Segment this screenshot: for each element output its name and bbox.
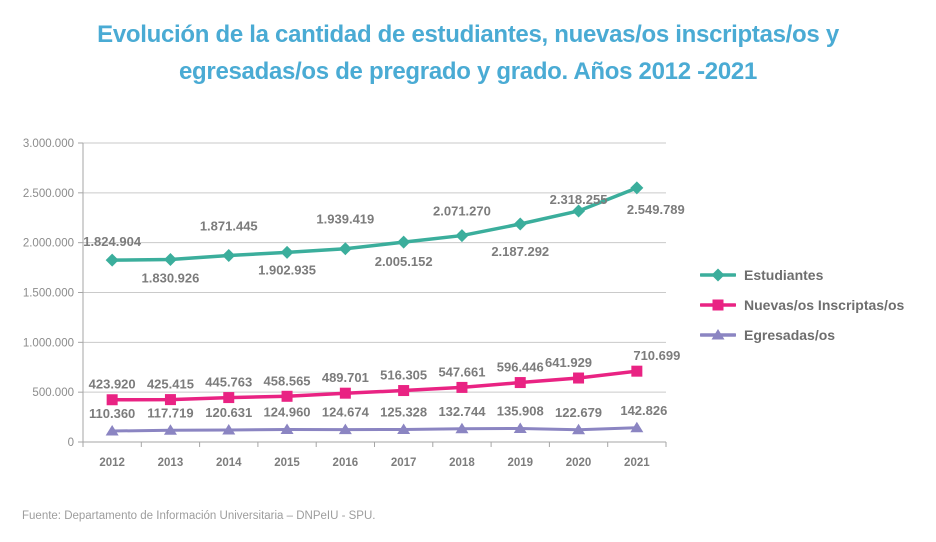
chart-title-line2: egresadas/os de pregrado y grado. Años 2… bbox=[179, 58, 757, 85]
svg-text:500.000: 500.000 bbox=[32, 387, 74, 399]
svg-text:125.328: 125.328 bbox=[380, 405, 427, 420]
svg-text:110.360: 110.360 bbox=[89, 406, 135, 421]
legend-item-nuevas-inscriptas: Nuevas/os Inscriptas/os bbox=[700, 296, 904, 314]
svg-text:458.565: 458.565 bbox=[264, 373, 311, 388]
estudiantes-diamond-marker-icon bbox=[700, 268, 736, 282]
svg-text:2.187.292: 2.187.292 bbox=[491, 244, 549, 259]
svg-text:710.699: 710.699 bbox=[633, 348, 680, 363]
legend-label-egresadas: Egresadas/os bbox=[744, 327, 836, 343]
svg-text:117.719: 117.719 bbox=[147, 405, 193, 420]
svg-text:0: 0 bbox=[68, 437, 74, 449]
svg-text:2.005.152: 2.005.152 bbox=[375, 254, 433, 269]
legend-label-nuevas-inscriptas: Nuevas/os Inscriptas/os bbox=[744, 297, 905, 313]
svg-text:3.000.000: 3.000.000 bbox=[23, 138, 74, 150]
legend-item-estudiantes: Estudiantes bbox=[700, 266, 904, 284]
svg-text:135.908: 135.908 bbox=[497, 403, 544, 418]
svg-text:2.071.270: 2.071.270 bbox=[433, 204, 491, 219]
svg-text:445.763: 445.763 bbox=[205, 375, 252, 390]
svg-text:1.824.904: 1.824.904 bbox=[83, 234, 142, 249]
svg-text:2020: 2020 bbox=[566, 457, 592, 469]
svg-text:122.679: 122.679 bbox=[555, 405, 602, 420]
egresadas-triangle-marker-icon bbox=[700, 329, 736, 340]
chart-title: Evolución de la cantidad de estudiantes,… bbox=[40, 16, 896, 90]
svg-text:423.920: 423.920 bbox=[89, 377, 136, 392]
svg-text:489.701: 489.701 bbox=[322, 370, 369, 385]
svg-text:2014: 2014 bbox=[216, 457, 242, 469]
svg-text:2019: 2019 bbox=[507, 457, 533, 469]
svg-text:1.830.926: 1.830.926 bbox=[142, 271, 200, 286]
svg-text:132.744: 132.744 bbox=[438, 404, 486, 419]
svg-text:2.318.255: 2.318.255 bbox=[550, 192, 608, 207]
svg-text:516.305: 516.305 bbox=[380, 368, 427, 383]
svg-text:641.929: 641.929 bbox=[545, 355, 592, 370]
svg-text:2015: 2015 bbox=[274, 457, 300, 469]
svg-text:1.902.935: 1.902.935 bbox=[258, 262, 316, 277]
source-note: Fuente: Departamento de Información Univ… bbox=[22, 510, 376, 522]
svg-text:2017: 2017 bbox=[391, 457, 417, 469]
svg-text:2013: 2013 bbox=[158, 457, 184, 469]
svg-text:124.674: 124.674 bbox=[322, 405, 370, 420]
svg-text:2021: 2021 bbox=[624, 457, 650, 469]
svg-text:596.446: 596.446 bbox=[497, 360, 544, 375]
svg-text:2.500.000: 2.500.000 bbox=[23, 188, 74, 200]
svg-text:120.631: 120.631 bbox=[205, 405, 252, 420]
svg-text:2.549.789: 2.549.789 bbox=[627, 202, 685, 217]
inscriptas-square-marker-icon bbox=[700, 299, 736, 311]
svg-text:2.000.000: 2.000.000 bbox=[23, 238, 74, 250]
legend-item-egresadas: Egresadas/os bbox=[700, 326, 904, 344]
svg-text:1.500.000: 1.500.000 bbox=[23, 288, 74, 300]
svg-text:2012: 2012 bbox=[99, 457, 125, 469]
svg-text:2018: 2018 bbox=[449, 457, 475, 469]
evolution-line-chart: 0 500.000 1.000.000 1.500.000 2.000.000 2.500… bbox=[23, 138, 685, 469]
svg-text:547.661: 547.661 bbox=[438, 364, 485, 379]
chart-title-line1: Evolución de la cantidad de estudiantes,… bbox=[97, 21, 839, 48]
chart-legend: Estudiantes Nuevas/os Inscriptas/os Egre… bbox=[700, 266, 904, 344]
svg-text:142.826: 142.826 bbox=[620, 403, 667, 418]
svg-text:425.415: 425.415 bbox=[147, 377, 194, 392]
svg-text:1.939.419: 1.939.419 bbox=[316, 212, 374, 227]
svg-text:124.960: 124.960 bbox=[264, 405, 311, 420]
svg-text:1.871.445: 1.871.445 bbox=[200, 218, 258, 233]
svg-text:1.000.000: 1.000.000 bbox=[23, 337, 74, 349]
svg-text:2016: 2016 bbox=[333, 457, 359, 469]
legend-label-estudiantes: Estudiantes bbox=[744, 267, 824, 283]
